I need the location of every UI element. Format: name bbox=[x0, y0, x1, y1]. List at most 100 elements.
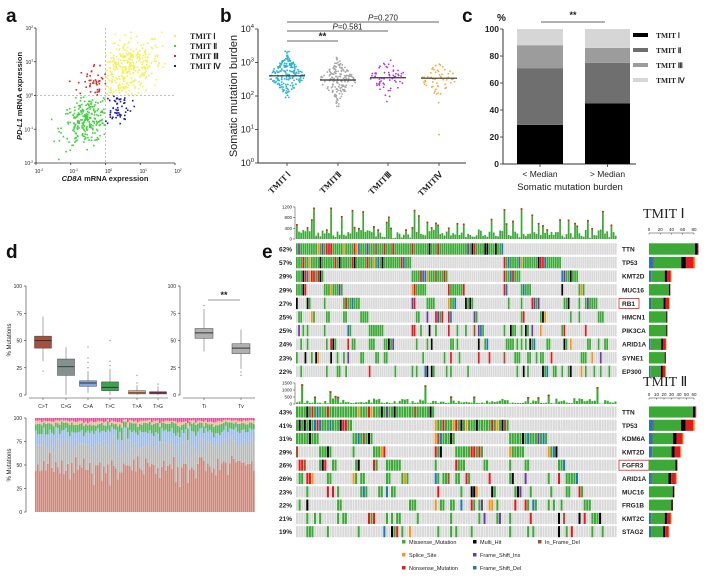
data-point bbox=[371, 74, 373, 77]
empty-cell bbox=[537, 352, 540, 364]
empty-cell bbox=[608, 352, 611, 364]
legend-swatch bbox=[174, 65, 176, 67]
empty-cell bbox=[608, 243, 611, 255]
box bbox=[79, 380, 97, 387]
empty-cell bbox=[315, 338, 318, 350]
mutation-cell bbox=[329, 446, 332, 458]
mutation-cell bbox=[308, 297, 311, 310]
data-point bbox=[331, 76, 334, 79]
mutation-cell bbox=[450, 284, 452, 296]
empty-cell bbox=[326, 499, 329, 511]
scatter-point bbox=[129, 65, 132, 68]
empty-cell bbox=[365, 419, 368, 431]
empty-cell bbox=[378, 472, 381, 485]
empty-cell bbox=[366, 297, 369, 310]
empty-cell bbox=[444, 459, 448, 471]
mutation-cell bbox=[301, 419, 304, 431]
stacked-bar-segment bbox=[139, 418, 141, 421]
empty-cell bbox=[473, 459, 476, 471]
empty-cell bbox=[512, 352, 514, 364]
empty-cell bbox=[308, 284, 311, 296]
data-point bbox=[392, 65, 395, 67]
stacked-bar-segment bbox=[233, 458, 235, 512]
tmb-bar bbox=[547, 394, 550, 404]
stacked-bar-segment bbox=[171, 418, 173, 421]
empty-cell bbox=[321, 499, 324, 511]
tmb-bar-tip bbox=[411, 227, 414, 229]
empty-cell bbox=[411, 459, 414, 471]
empty-cell bbox=[415, 297, 418, 310]
empty-cell bbox=[582, 243, 585, 255]
stacked-bar-segment bbox=[137, 418, 139, 423]
empty-cell bbox=[501, 256, 504, 269]
empty-cell bbox=[473, 284, 476, 296]
mutation-cell bbox=[503, 270, 506, 282]
tmb-bar bbox=[394, 237, 397, 239]
scatter-point bbox=[84, 130, 87, 133]
empty-cell bbox=[337, 459, 340, 471]
stacked-bar-segment bbox=[69, 421, 71, 426]
empty-cell bbox=[417, 256, 420, 269]
empty-cell bbox=[599, 243, 602, 255]
scatter-point bbox=[132, 68, 135, 71]
empty-cell bbox=[495, 352, 497, 364]
empty-cell bbox=[565, 459, 568, 471]
mutation-cell bbox=[301, 406, 304, 418]
mutation-cell bbox=[527, 459, 530, 471]
data-point bbox=[336, 58, 338, 61]
stacked-bar-segment bbox=[177, 422, 179, 426]
mutation-cell bbox=[349, 419, 353, 431]
stacked-bar-segment bbox=[163, 421, 165, 423]
empty-cell bbox=[398, 433, 401, 445]
stacked-bar-segment bbox=[201, 457, 203, 512]
scatter-point bbox=[141, 47, 144, 50]
scatter-point bbox=[84, 81, 87, 83]
stacked-bar-segment bbox=[55, 418, 57, 421]
empty-cell bbox=[516, 284, 519, 296]
empty-cell bbox=[383, 324, 386, 337]
empty-cell bbox=[531, 243, 534, 255]
data-point bbox=[340, 73, 343, 76]
empty-cell bbox=[563, 486, 566, 498]
tmb-bar bbox=[475, 402, 478, 404]
empty-cell bbox=[593, 352, 596, 364]
empty-cell bbox=[486, 472, 489, 485]
empty-cell bbox=[409, 338, 412, 350]
empty-cell bbox=[527, 311, 529, 323]
tmb-bar bbox=[537, 222, 540, 239]
data-point bbox=[283, 62, 286, 65]
mutation-cell bbox=[310, 270, 313, 282]
mutation-cell bbox=[370, 256, 373, 269]
empty-cell bbox=[396, 297, 399, 310]
empty-cell bbox=[554, 243, 557, 255]
stacked-bar-segment bbox=[133, 423, 135, 431]
empty-cell bbox=[518, 338, 521, 350]
stacked-bar-segment bbox=[211, 445, 213, 473]
mutation-cell bbox=[380, 446, 383, 458]
scatter-point bbox=[75, 136, 77, 139]
empty-cell bbox=[520, 243, 523, 255]
empty-cell bbox=[512, 311, 514, 323]
tmb-bar bbox=[300, 232, 302, 239]
y-tick-label: 102 bbox=[26, 25, 34, 32]
count-bar-segment bbox=[649, 472, 651, 485]
empty-cell bbox=[559, 284, 561, 296]
empty-cell bbox=[589, 256, 591, 269]
empty-cell bbox=[373, 284, 375, 296]
tmb-bar bbox=[465, 401, 468, 404]
empty-cell bbox=[477, 311, 480, 323]
scatter-point bbox=[90, 124, 93, 126]
empty-cell bbox=[490, 256, 493, 269]
count-tick-label: 40 bbox=[669, 227, 675, 232]
mutation-cell bbox=[388, 243, 390, 255]
empty-cell bbox=[614, 297, 617, 310]
tmb-bar bbox=[604, 400, 607, 404]
data-point bbox=[331, 83, 334, 86]
stacked-bar-segment bbox=[175, 421, 177, 424]
stacked-bar-segment bbox=[113, 435, 115, 466]
mutation-cell bbox=[569, 311, 572, 323]
empty-cell bbox=[338, 297, 341, 310]
empty-cell bbox=[315, 297, 318, 310]
empty-cell bbox=[563, 419, 566, 431]
empty-cell bbox=[445, 338, 448, 350]
